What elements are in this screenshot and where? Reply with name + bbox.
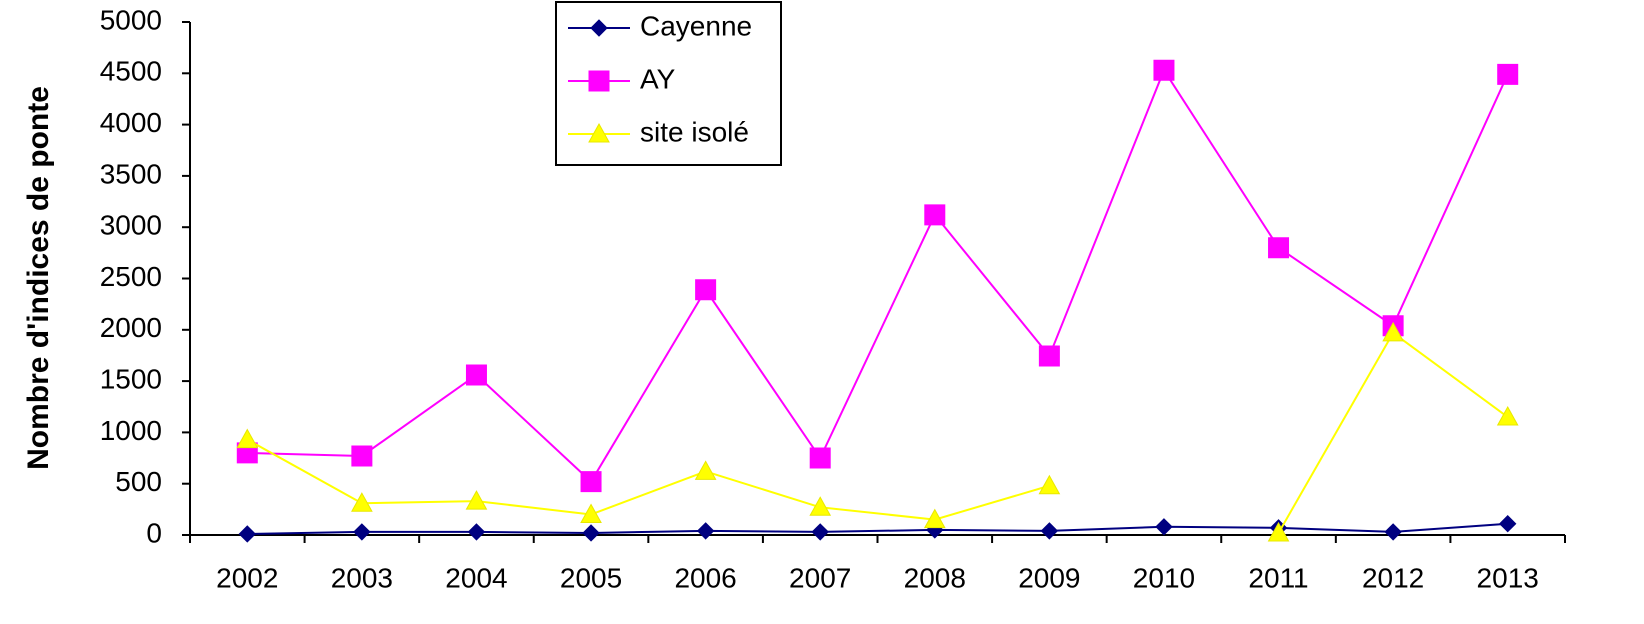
data-point: [353, 523, 371, 541]
x-tick-label: 2004: [445, 562, 507, 593]
data-point: [696, 522, 715, 540]
data-point: [924, 204, 946, 226]
y-axis-label: Nombre d'indices de ponte: [22, 86, 55, 470]
data-point: [1155, 518, 1173, 536]
data-point: [236, 428, 259, 449]
data-point: [351, 492, 373, 512]
data-point: [809, 496, 832, 516]
y-tick-label: 1500: [100, 363, 162, 394]
data-point: [1499, 515, 1517, 533]
y-tick-label: 2000: [100, 312, 162, 343]
x-tick-label: 2009: [1018, 562, 1080, 593]
data-point: [1038, 345, 1060, 367]
y-tick-label: 500: [115, 466, 162, 497]
data-point: [580, 471, 602, 493]
series-line: [247, 522, 1508, 535]
y-tick-label: 5000: [100, 4, 162, 35]
data-point: [694, 460, 717, 480]
data-point: [1496, 405, 1519, 426]
data-point: [1038, 474, 1061, 495]
data-point: [465, 364, 487, 386]
data-point: [811, 523, 829, 541]
y-tick-label: 1000: [100, 415, 162, 446]
legend-label: site isolé: [640, 116, 749, 147]
x-tick-label: 2008: [904, 562, 966, 593]
legend-marker: [588, 122, 610, 143]
x-tick-label: 2013: [1477, 562, 1539, 593]
x-tick-label: 2012: [1362, 562, 1424, 593]
data-point: [809, 447, 831, 469]
y-tick-label: 0: [146, 517, 162, 548]
data-point: [467, 523, 486, 541]
data-point: [1384, 523, 1402, 541]
y-tick-label: 4000: [100, 107, 162, 138]
y-tick-label: 3500: [100, 158, 162, 189]
y-tick-label: 4500: [100, 56, 162, 87]
legend-label: AY: [640, 63, 676, 94]
data-point: [351, 445, 373, 467]
data-point: [1040, 522, 1059, 540]
legend-marker: [588, 70, 610, 92]
data-point: [1268, 237, 1290, 259]
x-tick-label: 2002: [216, 562, 278, 593]
y-tick-label: 3000: [100, 210, 162, 241]
legend-label: Cayenne: [640, 10, 752, 41]
legend-marker: [590, 19, 608, 37]
data-point: [1153, 59, 1175, 81]
data-point: [1497, 63, 1519, 85]
x-tick-label: 2011: [1248, 562, 1308, 593]
data-point: [923, 508, 946, 529]
x-tick-label: 2003: [331, 562, 393, 593]
data-point: [465, 490, 488, 510]
x-tick-label: 2006: [674, 562, 736, 593]
series-line: [247, 68, 1509, 484]
data-point: [1382, 321, 1404, 342]
x-tick-label: 2007: [789, 562, 851, 593]
data-point: [695, 279, 717, 301]
x-tick-label: 2010: [1133, 562, 1195, 593]
data-point: [582, 524, 600, 542]
data-point: [1267, 521, 1290, 542]
x-tick-label: 2005: [560, 562, 622, 593]
y-tick-label: 2500: [100, 261, 162, 292]
data-point: [238, 525, 256, 543]
data-point: [580, 503, 602, 523]
